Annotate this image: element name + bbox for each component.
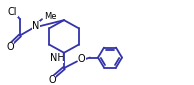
Text: Me: Me [44, 12, 56, 21]
Text: O: O [78, 54, 86, 65]
Text: N: N [32, 21, 40, 31]
Text: O: O [6, 42, 14, 52]
Text: O: O [48, 75, 56, 85]
Text: NH: NH [50, 53, 64, 63]
Text: Cl: Cl [8, 7, 17, 16]
